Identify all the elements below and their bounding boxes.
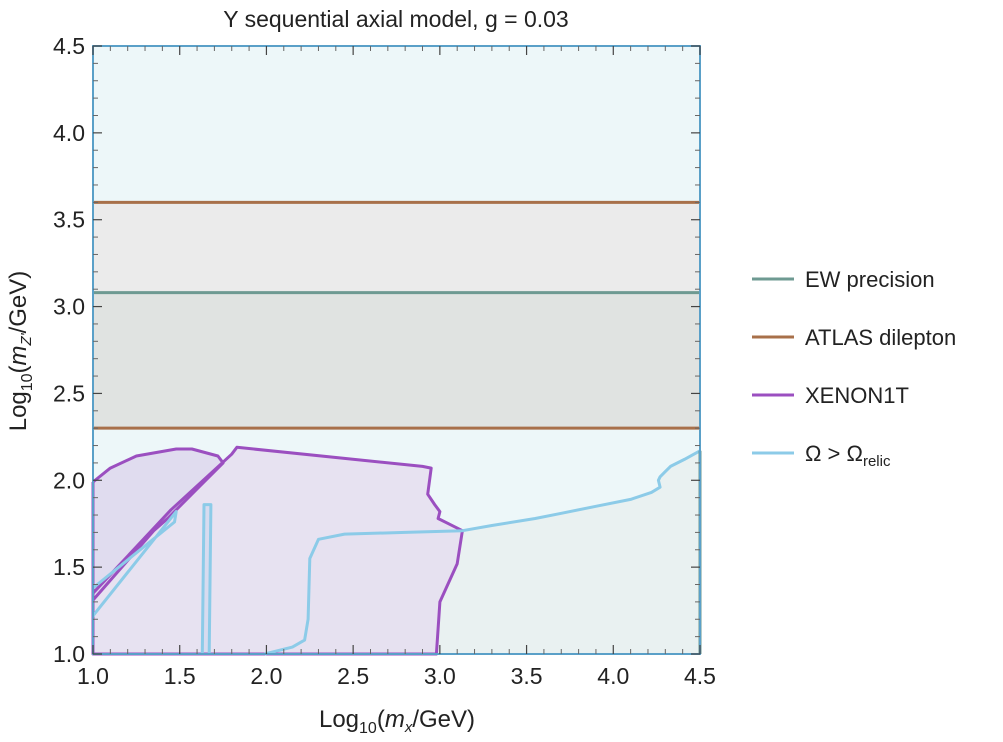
legend-label-relic: Ω > Ωrelic: [805, 441, 891, 470]
x-axis-title: Log10(mx/GeV): [319, 706, 475, 737]
y-tick-label: 4.5: [53, 33, 85, 59]
xenon-boundary-left: [91, 447, 225, 602]
plot-frame: [92, 45, 701, 655]
plot-area: 1.0 1.5 2.0 2.5 3.0 3.5 4.0 4.5 1.0 1.5 2.0 2.5 3.0 3…: [53, 33, 716, 689]
y-tick-label: 1.0: [53, 641, 85, 667]
x-tick-label: 4.5: [684, 663, 716, 689]
xenon-boundary-main: [91, 445, 464, 656]
y-tick-label: 2.0: [53, 467, 85, 493]
legend-label-xenon: XENON1T: [805, 383, 909, 408]
x-tick-label: 2.0: [250, 663, 282, 689]
y-tick-label: 1.5: [53, 554, 85, 580]
legend: EW precision ATLAS dilepton XENON1T Ω > Ωre…: [752, 267, 956, 470]
relic-boundary: [264, 449, 701, 656]
y-tick-label: 2.5: [53, 380, 85, 406]
chart-title: Y sequential axial model, g = 0.03: [223, 6, 568, 32]
legend-label-ew: EW precision: [805, 267, 935, 292]
x-tick-label: 2.5: [337, 663, 369, 689]
y-axis-title: Log10(mZ'/GeV): [5, 271, 36, 432]
atlas-excluded-band: [93, 202, 700, 293]
relic-strip-boundary: [200, 503, 213, 655]
y-tick-label: 3.5: [53, 207, 85, 233]
relic-diagonal-boundary: [91, 510, 178, 617]
x-tick-label: 1.5: [164, 663, 196, 689]
x-tick-label: 3.0: [424, 663, 456, 689]
x-tick-label: 3.5: [511, 663, 543, 689]
x-tick-label: 4.0: [597, 663, 629, 689]
x-tick-label: 1.0: [77, 663, 109, 689]
y-tick-label: 4.0: [53, 120, 85, 146]
ew-excluded-band: [93, 292, 700, 429]
y-tick-label: 3.0: [53, 294, 85, 320]
legend-label-atlas: ATLAS dilepton: [805, 325, 956, 350]
